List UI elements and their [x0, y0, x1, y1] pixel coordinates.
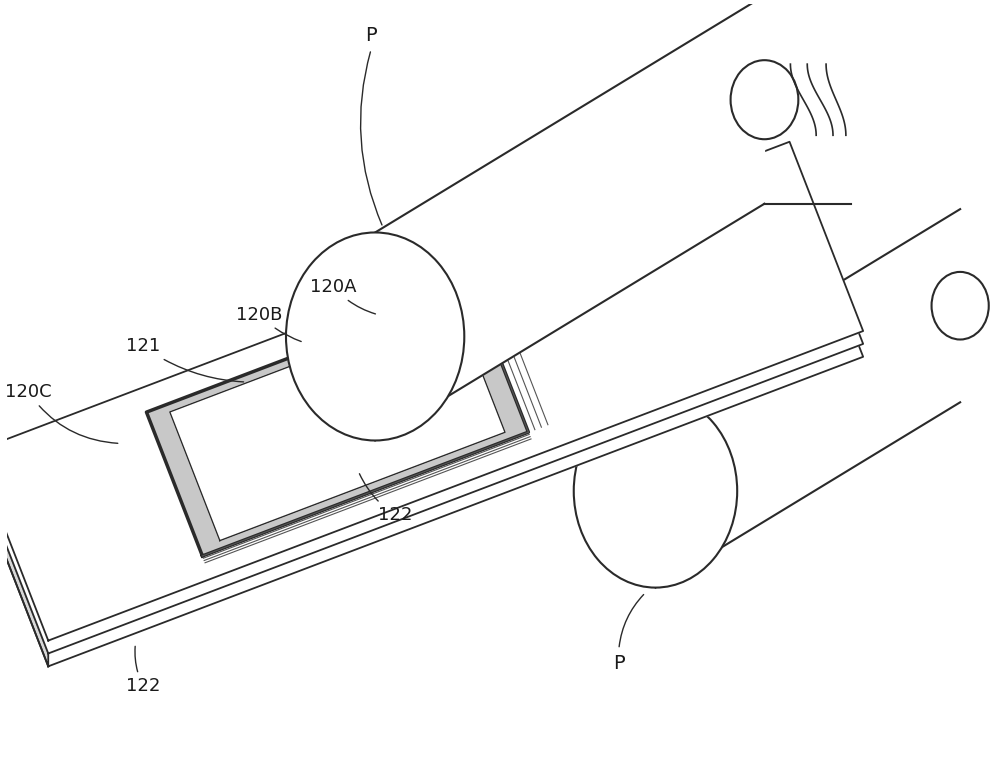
Text: P: P: [365, 26, 377, 45]
Polygon shape: [375, 0, 764, 440]
Text: 120B: 120B: [236, 306, 301, 341]
Ellipse shape: [574, 395, 737, 587]
Polygon shape: [655, 209, 960, 587]
Polygon shape: [0, 142, 863, 641]
Polygon shape: [170, 303, 505, 541]
Polygon shape: [146, 288, 528, 556]
Polygon shape: [0, 155, 863, 653]
Text: 120C: 120C: [5, 383, 118, 444]
Text: P: P: [613, 654, 625, 673]
Polygon shape: [170, 303, 505, 541]
Text: 121: 121: [126, 337, 244, 382]
Text: 120A: 120A: [310, 278, 375, 314]
Polygon shape: [0, 167, 863, 666]
Ellipse shape: [932, 272, 989, 340]
Polygon shape: [0, 451, 48, 666]
Ellipse shape: [731, 60, 798, 139]
Text: 122: 122: [126, 646, 161, 695]
Text: 122: 122: [359, 474, 412, 524]
Ellipse shape: [286, 232, 464, 440]
